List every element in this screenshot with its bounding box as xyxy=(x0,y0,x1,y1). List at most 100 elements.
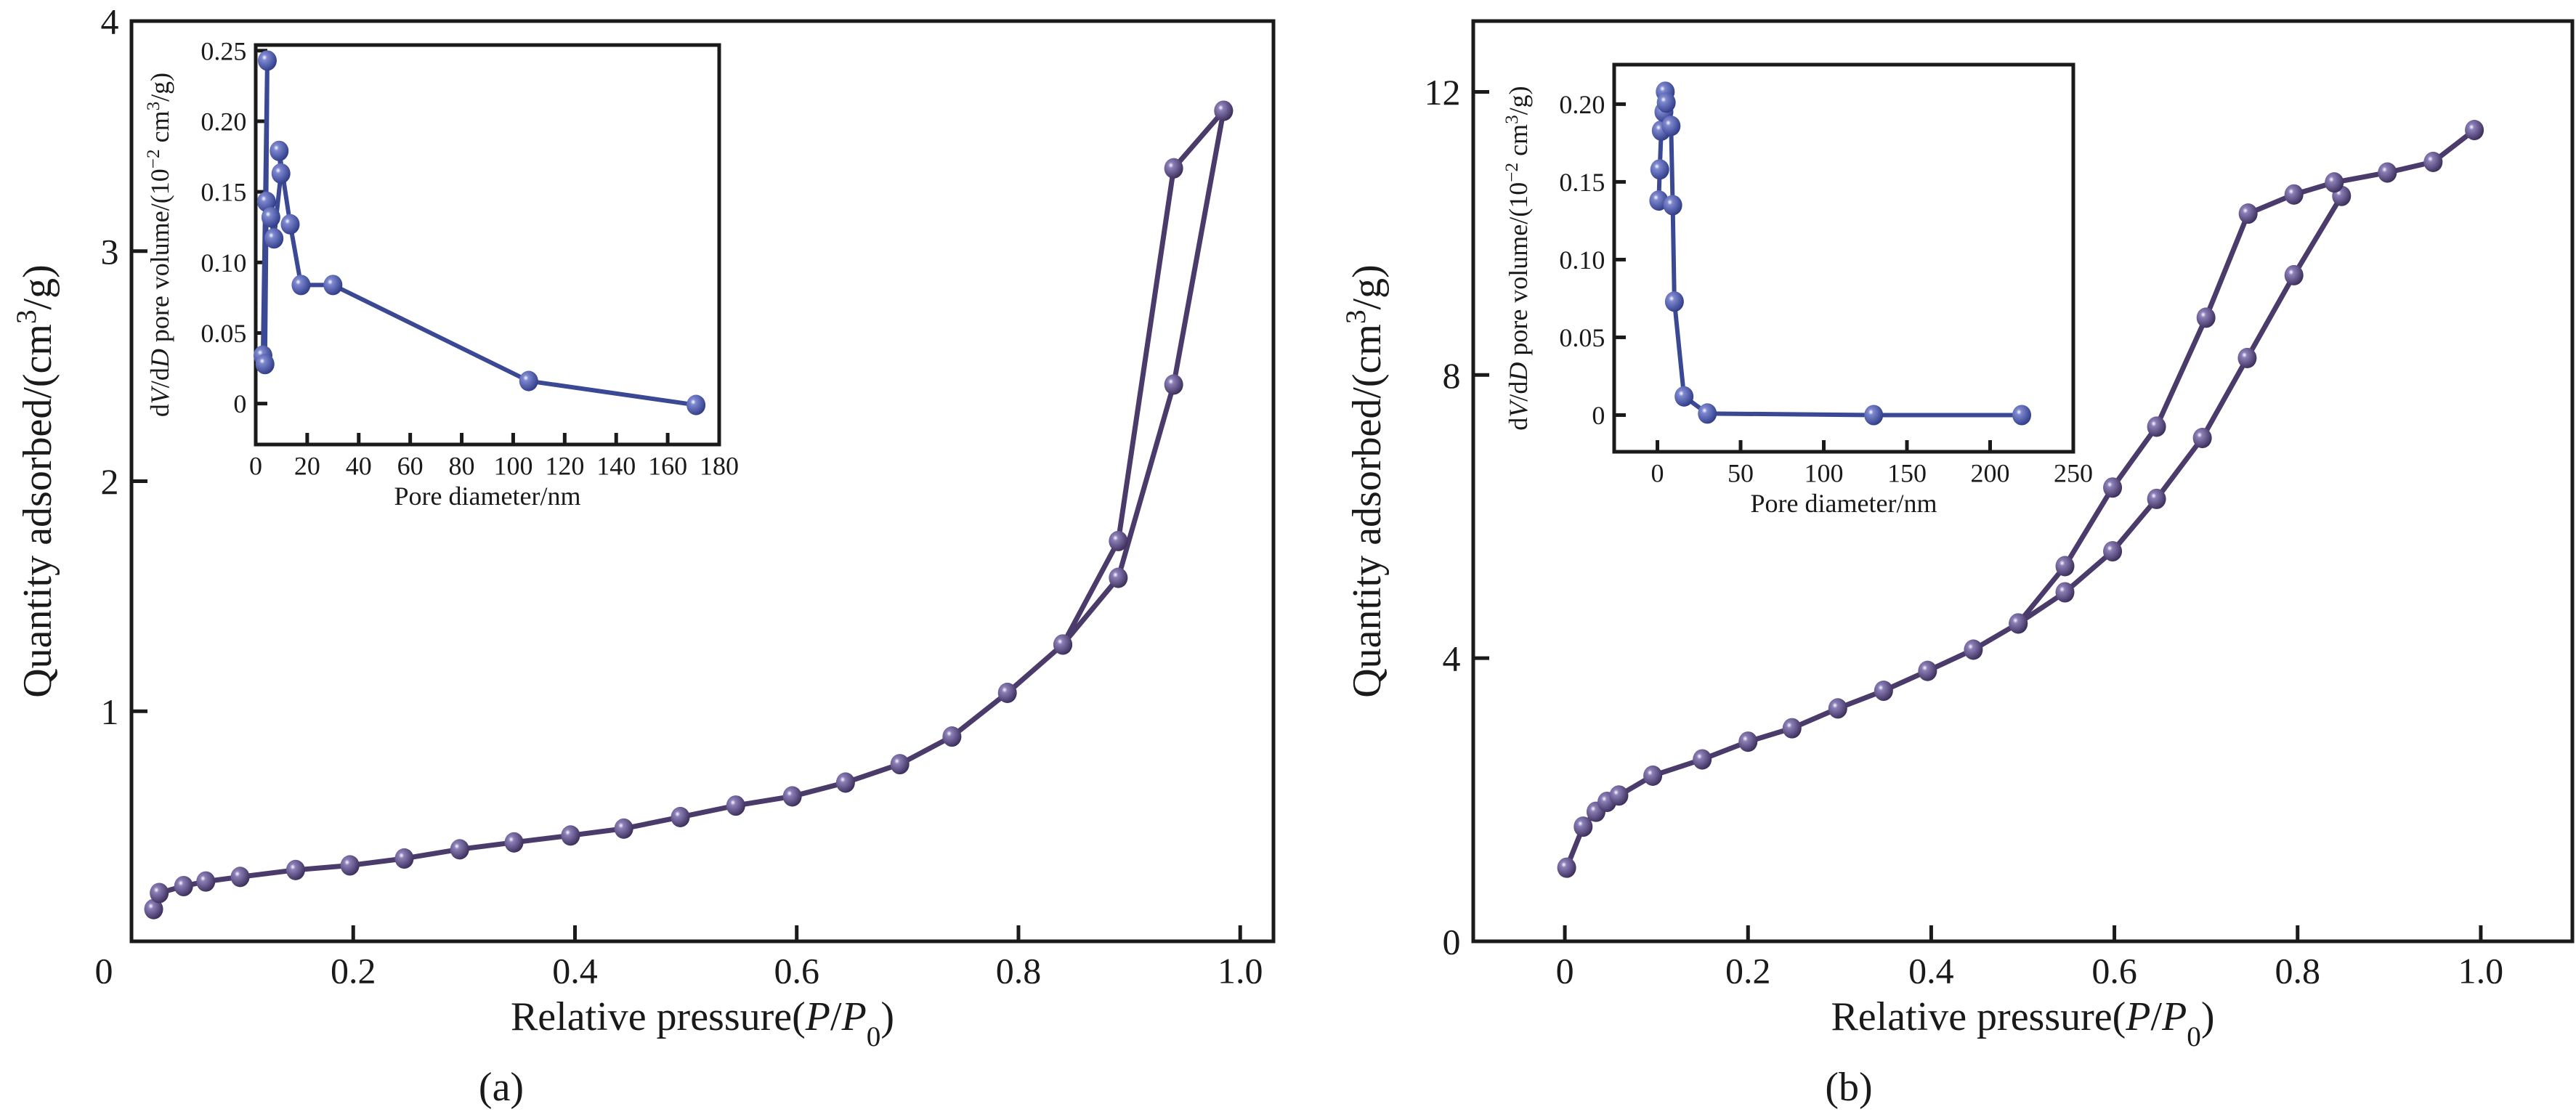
inset-y-axis-label: dV/dD pore volume/(10−2 cm3/g) xyxy=(1502,86,1534,430)
inset-y-tick-label: 0.25 xyxy=(201,36,246,65)
main-plot-frame xyxy=(1471,19,2575,943)
main-x-tick-label: 0.2 xyxy=(331,951,376,991)
main-data-point xyxy=(2423,151,2443,172)
inset-y-tick-label: 0.05 xyxy=(1559,323,1605,352)
main-data-point xyxy=(174,875,193,897)
inset-data-point xyxy=(271,163,291,184)
main-x-tick-label: 0.6 xyxy=(774,951,819,991)
main-data-point xyxy=(561,825,580,846)
inset-y-axis-label-part: /g) xyxy=(145,73,174,102)
main-data-point xyxy=(1573,816,1593,837)
inset-x-tick-label: 120 xyxy=(545,451,584,480)
inset-x-tick-label: 150 xyxy=(1887,458,1927,487)
main-x-axis-label-part: P xyxy=(841,994,867,1039)
main-x-axis-label-part: / xyxy=(2151,994,2163,1039)
main-y-tick-label: 0 xyxy=(1443,922,1461,962)
main-y-axis-label: Quantity adsorbed/(cm3/g) xyxy=(11,264,61,698)
main-x-tick-label: 0.4 xyxy=(552,951,598,991)
inset-x-tick-label: 200 xyxy=(1971,458,2010,487)
main-data-point xyxy=(2147,488,2166,509)
inset-y-axis-label-part: D xyxy=(1504,362,1533,382)
inset-plot-frame xyxy=(254,43,721,447)
main-x-axis-label-part: ) xyxy=(2201,994,2215,1039)
panel-caption: (a) xyxy=(479,1065,524,1110)
inset-x-tick-label: 160 xyxy=(648,451,687,480)
inset-data-point xyxy=(519,370,538,391)
main-data-point xyxy=(285,859,305,880)
inset-y-axis-label-part: /g) xyxy=(1504,86,1533,115)
main-data-point xyxy=(2192,428,2212,449)
main-x-axis-label-part: P xyxy=(2161,994,2187,1039)
main-data-point xyxy=(1557,857,1576,878)
inset-data-point xyxy=(257,50,277,71)
inset-data-point xyxy=(686,394,706,415)
inset-x-axis-label-part: Pore diameter/nm xyxy=(394,482,581,511)
main-data-point xyxy=(2055,556,2075,577)
main-x-axis-label-part: 0 xyxy=(867,1020,881,1052)
main-x-tick-label: 1.0 xyxy=(2458,951,2504,991)
main-data-point xyxy=(1164,374,1183,395)
inset-data-point xyxy=(1698,403,1717,424)
inset-y-axis-label-part: d xyxy=(1504,418,1533,431)
inset-data-point xyxy=(264,228,284,249)
inset-y-axis-label-part: −2 xyxy=(144,149,163,169)
main-data-point xyxy=(2103,477,2123,498)
inset-data-point xyxy=(256,191,276,212)
inset-data-point xyxy=(261,207,280,228)
main-y-axis-label-part: /g) xyxy=(15,264,60,309)
main-y-axis-label-part: 3 xyxy=(11,309,42,324)
main-data-point xyxy=(2237,347,2257,368)
inset-data-point xyxy=(1663,195,1682,216)
inset-y-axis-label-part: pore volume/(10 xyxy=(145,169,174,349)
inset-y-axis-label: dV/dD pore volume/(10−2 cm3/g) xyxy=(144,73,175,417)
inset-data-point xyxy=(1661,115,1681,137)
main-data-point xyxy=(1782,718,1802,739)
main-data-point xyxy=(997,682,1017,703)
main-y-axis-label: Quantity adsorbed/(cm3/g) xyxy=(1340,264,1390,698)
inset-x-tick-label: 50 xyxy=(1728,458,1754,487)
inset-y-axis-label-part: D xyxy=(145,349,174,368)
inset-y-axis-label-part: 3 xyxy=(144,102,163,111)
main-y-tick-label: 3 xyxy=(101,231,119,272)
main-x-axis-label-part: Relative pressure( xyxy=(511,994,806,1039)
main-plot-frame xyxy=(129,19,1276,943)
main-data-point xyxy=(2055,582,2075,603)
inset-x-tick-label: 180 xyxy=(700,451,739,480)
inset-data-point xyxy=(1656,92,1676,113)
inset-x-tick-label: 60 xyxy=(397,451,424,480)
inset-x-tick-label: 0 xyxy=(1651,458,1664,487)
inset-y-tick-label: 0.20 xyxy=(1559,90,1605,119)
main-data-point xyxy=(1609,785,1629,806)
inset-y-axis-label-part: −2 xyxy=(1502,163,1522,182)
inset-y-tick-label: 0.20 xyxy=(201,107,246,137)
main-x-tick-label: 0.8 xyxy=(2275,951,2321,991)
inset-x-tick-label: 140 xyxy=(596,451,636,480)
inset-x-tick-label: 40 xyxy=(346,451,372,480)
inset-x-tick-label: 100 xyxy=(493,451,532,480)
inset-y-axis-label-part: pore volume/(10 xyxy=(1504,182,1533,362)
main-data-point xyxy=(2103,540,2123,562)
inset-x-tick-label: 20 xyxy=(294,451,320,480)
inset-y-tick-label: 0 xyxy=(233,389,246,418)
inset-y-axis-label-part: /d xyxy=(1504,381,1533,402)
main-x-axis-label-part: Relative pressure( xyxy=(1831,994,2126,1039)
main-x-axis-label-part: P xyxy=(2125,994,2150,1039)
main-data-point xyxy=(196,871,216,892)
main-data-point xyxy=(230,867,250,888)
main-data-point xyxy=(1164,158,1183,179)
inset-y-axis-label-part: d xyxy=(145,404,174,417)
panel-caption: (b) xyxy=(1825,1065,1872,1110)
main-x-tick-label: 0.8 xyxy=(996,951,1042,991)
main-x-tick-label: 1.0 xyxy=(1218,951,1263,991)
inset-data-point xyxy=(270,140,289,161)
main-data-point xyxy=(2284,264,2304,285)
inset-x-axis-label: Pore diameter/nm xyxy=(394,482,581,511)
inset-x-tick-label: 100 xyxy=(1805,458,1844,487)
main-x-axis-label-part: ) xyxy=(880,994,894,1039)
main-data-point xyxy=(1693,749,1712,770)
main-series-line-0 xyxy=(151,110,1226,910)
main-y-tick-label: 2 xyxy=(101,461,119,502)
inset-y-axis-label-part: cm xyxy=(1504,124,1533,163)
